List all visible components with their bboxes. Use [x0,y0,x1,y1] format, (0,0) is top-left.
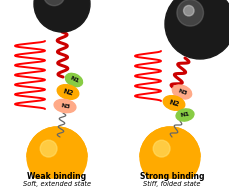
Ellipse shape [172,85,191,99]
Text: Strong binding: Strong binding [139,172,203,181]
Text: N1: N1 [179,112,189,118]
Circle shape [27,127,87,187]
Ellipse shape [57,85,79,99]
Bar [0,179,114,189]
Bar [114,179,229,189]
Text: Weak binding: Weak binding [27,172,86,181]
Circle shape [183,5,193,16]
Circle shape [153,140,169,157]
Wedge shape [27,127,87,157]
Wedge shape [139,127,199,157]
Circle shape [43,0,65,6]
Text: Stiff, folded state: Stiff, folded state [143,181,200,187]
Circle shape [34,0,90,32]
Text: N3: N3 [60,103,70,109]
Ellipse shape [163,96,184,110]
Ellipse shape [54,99,76,113]
Circle shape [164,0,229,59]
Text: N2: N2 [62,88,74,96]
Circle shape [139,127,199,187]
Text: N2: N2 [167,99,179,107]
Text: Soft, extended state: Soft, extended state [23,181,91,187]
Text: N3: N3 [176,88,187,96]
Circle shape [40,140,57,157]
Circle shape [176,0,203,26]
Ellipse shape [65,73,82,87]
Text: N1: N1 [68,76,79,84]
Ellipse shape [175,109,193,121]
